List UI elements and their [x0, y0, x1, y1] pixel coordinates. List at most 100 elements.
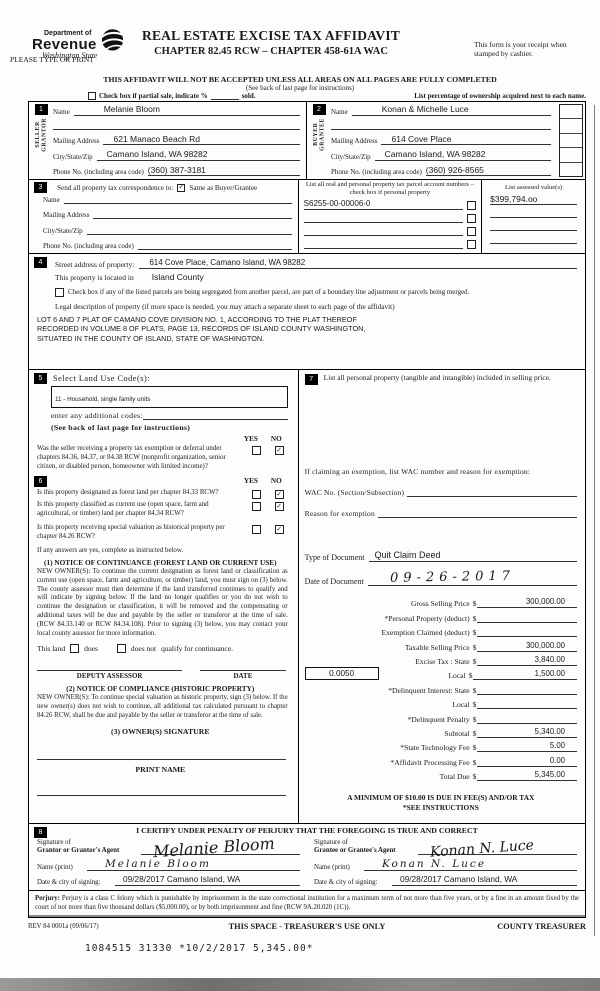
- currency-5: $: [468, 671, 473, 681]
- wac-field[interactable]: [407, 488, 577, 497]
- forest-no-checkbox[interactable]: ✓: [274, 489, 284, 499]
- parcel-field-4[interactable]: [303, 239, 464, 249]
- segregated-checkbox[interactable]: [55, 287, 64, 297]
- grantor-name-print-label: Name (print): [37, 864, 73, 871]
- agency-revenue: Revenue: [32, 36, 97, 53]
- buyer-address-label: Mailing Address: [331, 137, 378, 145]
- money-field-11[interactable]: 0.00: [477, 756, 577, 767]
- parcel-personal-checkbox-1[interactable]: [467, 200, 477, 210]
- money-field-2[interactable]: [477, 628, 577, 638]
- money-value-3: 300,000.00: [525, 640, 565, 650]
- seller-name-field[interactable]: Melanie Bloom: [73, 105, 300, 116]
- legal-line-2: RECORDED IN VOLUME 8 OF PLATS, PAGE 13, …: [37, 324, 366, 334]
- buyer-phone-label: Phone No. (including area code): [331, 168, 422, 176]
- reason-field[interactable]: [377, 509, 577, 518]
- historic-no-checkbox[interactable]: ✓: [274, 524, 284, 534]
- wac-label: WAC No. (Section/Subsection): [304, 488, 405, 497]
- money-field-9[interactable]: 5,340.00: [477, 727, 577, 738]
- owners-signature-label: (3) OWNER(S) SIGNATURE: [111, 726, 210, 736]
- parcel-personal-checkbox-4[interactable]: [467, 239, 477, 249]
- section5-see-back: (See back of last page for instructions): [51, 423, 191, 432]
- grantee-date-label: Date & city of signing:: [314, 879, 378, 886]
- same-as-buyer-checkbox[interactable]: ✓: [177, 183, 186, 192]
- buyer-address-field[interactable]: 614 Cove Place: [381, 134, 551, 145]
- buyer-name-field[interactable]: Konan & Michelle Luce: [351, 105, 551, 116]
- owners-print-name-field[interactable]: [37, 784, 286, 796]
- grantee-name-print-field[interactable]: Konan N. Luce: [364, 858, 577, 871]
- buyer-role-label: BUYER: [312, 122, 319, 147]
- assessor-date-field[interactable]: [200, 663, 286, 671]
- assessed-field-4[interactable]: [490, 234, 577, 245]
- exemption-no-checkbox[interactable]: ✓: [274, 446, 284, 455]
- does-checkbox[interactable]: [70, 643, 80, 653]
- ownership-percent-cell: [560, 105, 582, 120]
- notice1-title: (1) NOTICE OF CONTINUANCE (FOREST LAND O…: [44, 557, 277, 567]
- seller-name2-field[interactable]: [53, 121, 300, 130]
- corr-phone-field[interactable]: [137, 241, 292, 250]
- money-label-5: Local: [448, 671, 466, 681]
- parcel-personal-checkbox-3[interactable]: [467, 226, 477, 236]
- seller-address-label: Mailing Address: [53, 137, 100, 145]
- assessed-field-3[interactable]: [490, 221, 577, 232]
- money-field-5[interactable]: 1,500.00: [473, 669, 577, 681]
- partial-sale-percent-field[interactable]: [210, 92, 239, 100]
- street-address-field[interactable]: 614 Cove Place, Camano Island, WA 98282: [139, 259, 577, 269]
- corr-name-field[interactable]: [63, 195, 292, 204]
- money-field-10[interactable]: 5.00: [477, 741, 577, 753]
- grantor-name-print-field[interactable]: Melanie Bloom: [87, 858, 300, 871]
- buyer-phone-field[interactable]: (360) 926-8565: [425, 165, 551, 176]
- corr-address-field[interactable]: [93, 210, 292, 220]
- current-use-no-checkbox[interactable]: ✓: [274, 501, 284, 511]
- owners-signature-field[interactable]: [37, 748, 286, 760]
- parcel-field-2[interactable]: [303, 213, 464, 223]
- grantee-date-field[interactable]: 09/28/2017 Camano Island, WA: [392, 874, 577, 886]
- historic-yes-checkbox[interactable]: [251, 524, 261, 534]
- seller-address-field[interactable]: 621 Manaco Beach Rd: [103, 134, 300, 145]
- money-label-9: Subtotal: [444, 728, 470, 738]
- partial-sale-checkbox[interactable]: [88, 92, 96, 100]
- legal-description-label: Legal description of property (if more s…: [55, 301, 395, 311]
- money-label-3: Taxable Selling Price: [404, 642, 470, 652]
- parcel-field-1[interactable]: S6255-00-00006-0: [303, 199, 464, 210]
- personal-property-blank-area[interactable]: [305, 385, 577, 467]
- grantor-signature-field[interactable]: Melanie Bloom: [141, 833, 300, 861]
- money-field-6[interactable]: [477, 686, 577, 695]
- if-yes-note: If any answers are yes, complete as inst…: [37, 546, 184, 554]
- money-field-4[interactable]: 3,840.00: [477, 655, 577, 666]
- buyer-csz-field[interactable]: Camano Island, WA 98282: [374, 150, 551, 161]
- current-use-yes-checkbox[interactable]: [251, 501, 261, 511]
- money-field-0[interactable]: 300,000.00: [477, 597, 577, 609]
- ownership-percent-box[interactable]: [559, 104, 583, 177]
- seller-csz-field[interactable]: Camano Island, WA 98282: [96, 150, 300, 161]
- seller-phone-value: (360) 387-3181: [147, 164, 206, 175]
- doc-type-field[interactable]: Quit Claim Deed: [368, 550, 577, 562]
- land-use-code-field[interactable]: 11 - Household, single family units: [51, 386, 288, 408]
- reason-label: Reason for exemption: [304, 509, 375, 518]
- money-field-7[interactable]: [477, 700, 577, 710]
- assessed-field-1[interactable]: $399,794.oo: [490, 195, 577, 206]
- parcel-field-3[interactable]: [303, 226, 464, 236]
- additional-codes-field[interactable]: [142, 411, 288, 420]
- money-value-10: 5.00: [549, 741, 565, 751]
- local-rate-box[interactable]: 0.0050: [304, 667, 379, 681]
- forest-yes-checkbox[interactable]: [251, 489, 261, 499]
- money-value-4: 3,840.00: [534, 654, 565, 664]
- grantor-date-field[interactable]: 09/28/2017 Camano Island, WA: [115, 874, 300, 886]
- corr-csz-field[interactable]: [86, 226, 292, 235]
- money-field-3[interactable]: 300,000.00: [477, 641, 577, 652]
- money-field-12[interactable]: 5,345.00: [477, 770, 577, 782]
- does-not-checkbox[interactable]: [116, 643, 126, 653]
- grantee-signature-field[interactable]: Konan N. Luce: [418, 837, 577, 861]
- money-field-1[interactable]: [477, 614, 577, 623]
- exemption-yes-checkbox[interactable]: [251, 446, 261, 455]
- buyer-name2-field[interactable]: [331, 121, 551, 130]
- street-address-label: Street address of property:: [55, 260, 135, 269]
- money-field-8[interactable]: [477, 715, 577, 724]
- seller-phone-field[interactable]: (360) 387-3181: [147, 164, 300, 176]
- parcel-personal-checkbox-2[interactable]: [467, 213, 477, 223]
- doc-date-field[interactable]: 09-26-2017: [367, 569, 577, 586]
- grantor-sig-of-label: Signature of: [37, 839, 71, 847]
- deputy-assessor-field[interactable]: [37, 663, 183, 671]
- assessed-field-2[interactable]: [490, 208, 577, 219]
